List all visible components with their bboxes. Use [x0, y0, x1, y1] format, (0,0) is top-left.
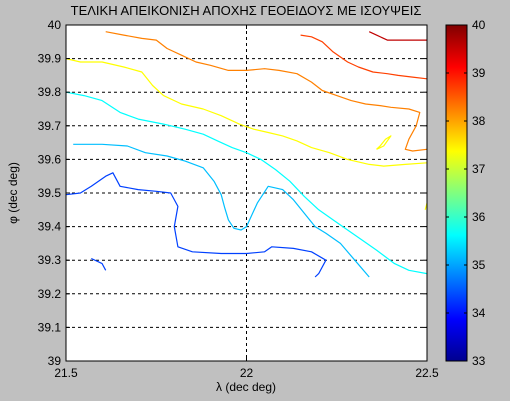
x-tick-label: 21.5 [54, 366, 78, 380]
chart-title: ΤΕΛΙΚΗ ΑΠΕΙΚΟΝΙΣΗ ΑΠΟΧΗΣ ΓΕΟΕΙΔΟΥΣ ΜΕ ΙΣ… [71, 3, 422, 18]
y-tick-label: 39.8 [38, 85, 62, 99]
colorbar-tick-label: 37 [472, 162, 486, 176]
colorbar [445, 24, 468, 362]
contour-line-37 [376, 135, 392, 150]
x-axis-label: λ (dec deg) [216, 380, 276, 394]
contour-line-36 [66, 91, 427, 275]
colorbar-tick-label: 36 [472, 210, 486, 224]
colorbar-tick-label: 38 [472, 114, 486, 128]
y-tick-label: 39.6 [38, 152, 62, 166]
y-tick-label: 39.5 [38, 186, 62, 200]
contour-lines [66, 31, 427, 278]
contour-line-37 [66, 58, 427, 167]
y-tick-label: 39.7 [38, 119, 62, 133]
y-tick-label: 39.3 [38, 253, 62, 267]
colorbar-tick-label: 35 [472, 258, 486, 272]
y-axis-label: φ (dec deg) [6, 162, 20, 224]
contour-line-35 [73, 143, 370, 278]
contour-line-34 [91, 257, 107, 271]
colorbar-tick-label: 39 [472, 66, 486, 80]
y-tick-label: 39.1 [38, 320, 62, 334]
x-axis-ticks: 21.5 22 22.5 [54, 25, 439, 380]
x-tick-label: 22.5 [415, 366, 439, 380]
contour-line-38 [105, 31, 427, 152]
y-tick-label: 39.2 [38, 287, 62, 301]
colorbar-tick-label: 34 [472, 306, 486, 320]
y-tick-label: 39 [48, 354, 62, 368]
colorbar-tick-label: 40 [472, 18, 486, 32]
colorbar-tick-label: 33 [472, 354, 486, 368]
contour-line-34 [66, 172, 327, 278]
x-tick-label: 22 [240, 366, 254, 380]
y-tick-label: 39.4 [38, 220, 62, 234]
contour-line-38-5 [300, 34, 427, 80]
colorbar-ticks: 33 34 35 36 37 38 39 40 [446, 18, 486, 368]
contour-line-39 [368, 31, 427, 41]
y-tick-label: 40 [48, 18, 62, 32]
y-tick-label: 39.9 [38, 52, 62, 66]
y-axis-ticks: 39 39.1 39.2 39.3 39.4 39.5 39.6 39.7 39.8 39.9 40 [38, 18, 427, 368]
grid [66, 25, 427, 361]
